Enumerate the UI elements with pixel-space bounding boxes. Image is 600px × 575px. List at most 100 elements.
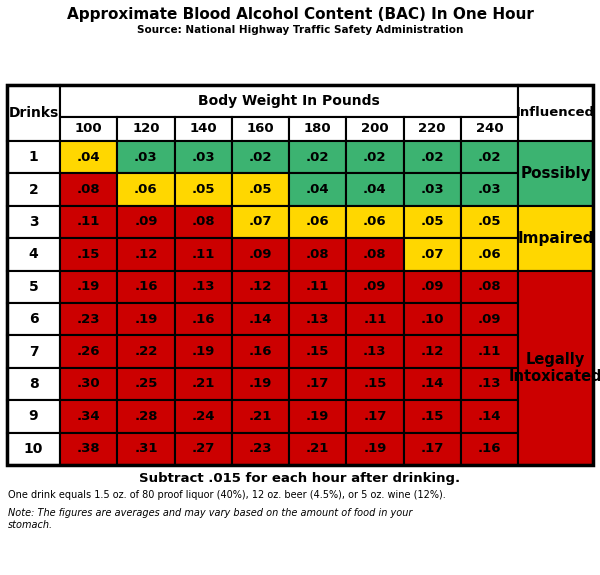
Bar xyxy=(289,117,346,141)
Text: .07: .07 xyxy=(248,216,272,228)
Bar xyxy=(117,271,175,303)
Bar xyxy=(117,303,175,335)
Bar xyxy=(404,117,461,141)
Text: .16: .16 xyxy=(191,313,215,325)
Bar xyxy=(518,271,593,465)
Bar xyxy=(7,85,60,141)
Text: .23: .23 xyxy=(77,313,100,325)
Bar xyxy=(404,400,461,432)
Text: .25: .25 xyxy=(134,378,158,390)
Bar xyxy=(60,174,117,206)
Text: 140: 140 xyxy=(190,122,217,136)
Text: 180: 180 xyxy=(304,122,331,136)
Text: .11: .11 xyxy=(306,280,329,293)
Bar xyxy=(232,303,289,335)
Text: .19: .19 xyxy=(248,378,272,390)
Text: .08: .08 xyxy=(306,248,329,261)
Text: Legally
Intoxicated: Legally Intoxicated xyxy=(509,351,600,384)
Text: .03: .03 xyxy=(134,151,158,164)
Text: 10: 10 xyxy=(24,442,43,456)
Bar xyxy=(289,335,346,368)
Text: .02: .02 xyxy=(248,151,272,164)
Bar xyxy=(60,335,117,368)
Bar xyxy=(117,400,175,432)
Text: 2: 2 xyxy=(29,183,38,197)
Text: .27: .27 xyxy=(191,442,215,455)
Text: .14: .14 xyxy=(248,313,272,325)
Bar xyxy=(117,206,175,238)
Bar xyxy=(289,303,346,335)
Bar xyxy=(289,206,346,238)
Bar xyxy=(175,400,232,432)
Text: .15: .15 xyxy=(77,248,100,261)
Text: .17: .17 xyxy=(363,410,386,423)
Bar xyxy=(7,238,60,271)
Bar xyxy=(289,432,346,465)
Bar xyxy=(404,141,461,174)
Text: .09: .09 xyxy=(248,248,272,261)
Bar xyxy=(117,432,175,465)
Text: .16: .16 xyxy=(134,280,158,293)
Text: .08: .08 xyxy=(191,216,215,228)
Text: .12: .12 xyxy=(134,248,158,261)
Bar xyxy=(404,206,461,238)
Text: .11: .11 xyxy=(478,345,501,358)
Text: .02: .02 xyxy=(478,151,501,164)
Bar xyxy=(117,117,175,141)
Bar xyxy=(232,141,289,174)
Text: .02: .02 xyxy=(306,151,329,164)
Text: .31: .31 xyxy=(134,442,158,455)
Text: .19: .19 xyxy=(363,442,386,455)
Text: 5: 5 xyxy=(29,280,38,294)
Text: .13: .13 xyxy=(478,378,501,390)
Bar xyxy=(7,174,60,206)
Bar xyxy=(461,335,518,368)
Text: .03: .03 xyxy=(421,183,444,196)
Text: .12: .12 xyxy=(248,280,272,293)
Text: .24: .24 xyxy=(191,410,215,423)
Text: .38: .38 xyxy=(77,442,100,455)
Bar xyxy=(289,400,346,432)
Bar xyxy=(232,432,289,465)
Text: .19: .19 xyxy=(306,410,329,423)
Bar xyxy=(175,206,232,238)
Bar xyxy=(117,238,175,271)
Text: .17: .17 xyxy=(421,442,444,455)
Bar xyxy=(461,238,518,271)
Bar xyxy=(346,303,404,335)
Text: .05: .05 xyxy=(191,183,215,196)
Bar xyxy=(60,432,117,465)
Text: .21: .21 xyxy=(248,410,272,423)
Text: .06: .06 xyxy=(363,216,386,228)
Text: Possibly: Possibly xyxy=(520,166,591,181)
Bar xyxy=(175,117,232,141)
Text: .05: .05 xyxy=(421,216,444,228)
Text: .04: .04 xyxy=(363,183,386,196)
Text: .09: .09 xyxy=(134,216,158,228)
Bar xyxy=(461,117,518,141)
Text: 120: 120 xyxy=(132,122,160,136)
Text: 6: 6 xyxy=(29,312,38,326)
Text: .12: .12 xyxy=(421,345,444,358)
Text: 7: 7 xyxy=(29,344,38,359)
Text: .02: .02 xyxy=(363,151,386,164)
Bar xyxy=(346,141,404,174)
Bar xyxy=(404,303,461,335)
Text: .17: .17 xyxy=(306,378,329,390)
Text: Approximate Blood Alcohol Content (BAC) In One Hour: Approximate Blood Alcohol Content (BAC) … xyxy=(67,7,533,22)
Text: .04: .04 xyxy=(77,151,100,164)
Text: .08: .08 xyxy=(363,248,386,261)
Bar xyxy=(461,206,518,238)
Text: 100: 100 xyxy=(75,122,103,136)
Text: .04: .04 xyxy=(306,183,329,196)
Bar xyxy=(117,368,175,400)
Text: 8: 8 xyxy=(29,377,38,391)
Text: .11: .11 xyxy=(363,313,386,325)
Bar xyxy=(232,335,289,368)
Text: Source: National Highway Traffic Safety Administration: Source: National Highway Traffic Safety … xyxy=(137,25,463,35)
Text: Body Weight In Pounds: Body Weight In Pounds xyxy=(198,94,380,108)
Bar xyxy=(404,238,461,271)
Bar xyxy=(289,271,346,303)
Text: .16: .16 xyxy=(478,442,501,455)
Bar xyxy=(60,141,117,174)
